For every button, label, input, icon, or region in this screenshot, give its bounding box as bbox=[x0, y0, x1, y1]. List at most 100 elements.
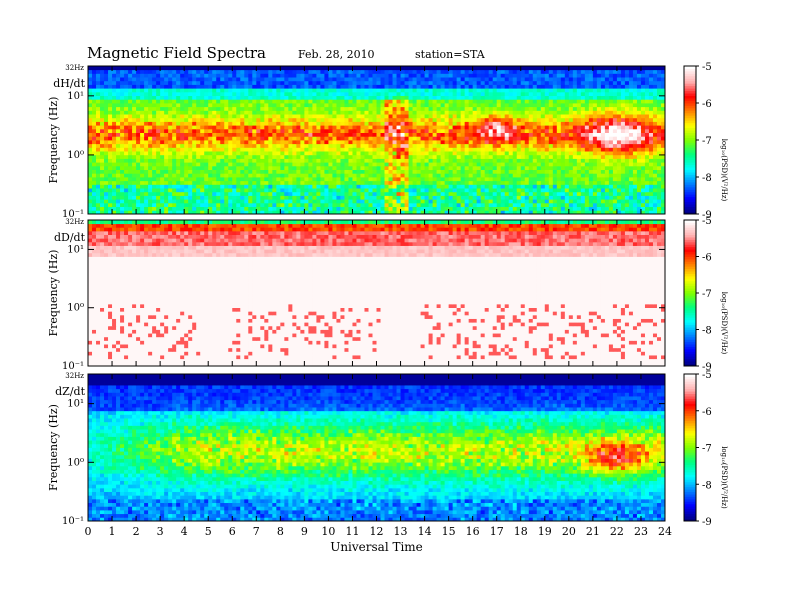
heatmap-cell bbox=[620, 91, 626, 96]
heatmap-cell bbox=[448, 154, 454, 159]
heatmap-cell bbox=[232, 184, 237, 189]
heatmap-cell bbox=[640, 151, 646, 156]
heatmap-cell bbox=[212, 117, 217, 122]
heatmap-cell bbox=[100, 128, 105, 133]
heatmap-cell bbox=[268, 169, 273, 174]
heatmap-cell bbox=[156, 140, 161, 145]
heatmap-cell bbox=[88, 158, 93, 163]
heatmap-cell bbox=[388, 184, 393, 189]
heatmap-cell bbox=[164, 136, 169, 141]
heatmap-cell bbox=[576, 117, 582, 122]
heatmap-cell bbox=[116, 180, 121, 185]
heatmap-cell bbox=[180, 195, 185, 200]
heatmap-cell bbox=[108, 169, 113, 174]
heatmap-cell bbox=[132, 88, 137, 93]
heatmap-cell bbox=[96, 169, 101, 174]
heatmap-cell bbox=[656, 140, 662, 145]
heatmap-cell bbox=[180, 103, 185, 108]
heatmap-cell bbox=[380, 84, 385, 89]
heatmap-cell bbox=[248, 206, 253, 211]
heatmap-cell bbox=[316, 121, 321, 126]
heatmap-cell bbox=[388, 162, 393, 167]
heatmap-cell bbox=[128, 195, 133, 200]
heatmap-cell bbox=[600, 210, 606, 215]
heatmap-cell bbox=[300, 91, 305, 96]
heatmap-cell bbox=[320, 206, 325, 211]
heatmap-cell bbox=[580, 199, 586, 204]
heatmap-cell bbox=[196, 140, 201, 145]
heatmap-cell bbox=[212, 158, 217, 163]
heatmap-cell bbox=[360, 169, 365, 174]
heatmap-cell bbox=[660, 177, 666, 182]
heatmap-cell bbox=[204, 132, 209, 137]
heatmap-cell bbox=[656, 151, 662, 156]
heatmap-cell bbox=[328, 177, 333, 182]
heatmap-cell bbox=[312, 103, 317, 108]
heatmap-cell bbox=[88, 91, 93, 96]
heatmap-cell bbox=[188, 95, 193, 100]
heatmap-cell bbox=[576, 125, 582, 130]
heatmap-cell bbox=[368, 121, 373, 126]
heatmap-cell bbox=[120, 188, 125, 193]
heatmap-cell bbox=[592, 128, 598, 133]
heatmap-cell bbox=[544, 88, 550, 93]
heatmap-cell bbox=[308, 206, 313, 211]
heatmap-cell bbox=[352, 91, 357, 96]
heatmap-cell bbox=[148, 147, 153, 152]
heatmap-cell bbox=[492, 191, 498, 196]
heatmap-cell bbox=[176, 140, 181, 145]
heatmap-cell bbox=[660, 88, 666, 93]
heatmap-cell bbox=[332, 180, 337, 185]
heatmap-cell bbox=[488, 117, 494, 122]
heatmap-cell bbox=[404, 110, 409, 115]
heatmap-cell bbox=[132, 125, 137, 130]
heatmap-cell bbox=[656, 132, 662, 137]
heatmap-cell bbox=[480, 95, 486, 100]
heatmap-cell bbox=[660, 140, 666, 145]
heatmap-cell bbox=[160, 154, 165, 159]
heatmap-cell bbox=[248, 91, 253, 96]
heatmap-cell bbox=[308, 117, 313, 122]
heatmap-cell bbox=[284, 210, 289, 215]
heatmap-cell bbox=[248, 173, 253, 178]
heatmap-cell bbox=[300, 136, 305, 141]
heatmap-cell bbox=[176, 210, 181, 215]
heatmap-cell bbox=[620, 162, 626, 167]
heatmap-cell bbox=[516, 147, 522, 152]
heatmap-cell bbox=[172, 180, 177, 185]
heatmap-cell bbox=[624, 95, 630, 100]
heatmap-cell bbox=[432, 117, 438, 122]
heatmap-cell bbox=[416, 136, 421, 141]
heatmap-cell bbox=[372, 128, 377, 133]
heatmap-cell bbox=[476, 84, 482, 89]
heatmap-cell bbox=[636, 162, 642, 167]
heatmap-cell bbox=[392, 117, 397, 122]
heatmap-cell bbox=[96, 110, 101, 115]
heatmap-cell bbox=[536, 162, 542, 167]
heatmap-cell bbox=[532, 210, 538, 215]
heatmap-cell bbox=[144, 121, 149, 126]
heatmap-cell bbox=[412, 147, 417, 152]
heatmap-cell bbox=[328, 202, 333, 207]
heatmap-cell bbox=[380, 195, 385, 200]
heatmap-cell bbox=[144, 147, 149, 152]
heatmap-cell bbox=[336, 184, 341, 189]
heatmap-cell bbox=[304, 132, 309, 137]
heatmap-cell bbox=[168, 162, 173, 167]
heatmap-cell bbox=[568, 114, 574, 119]
heatmap-cell bbox=[232, 84, 237, 89]
heatmap-cell bbox=[224, 106, 229, 111]
heatmap-cell bbox=[188, 188, 193, 193]
heatmap-cell bbox=[524, 147, 530, 152]
heatmap-cell bbox=[148, 84, 153, 89]
heatmap-cell bbox=[116, 91, 121, 96]
heatmap-cell bbox=[608, 121, 614, 126]
heatmap-cell bbox=[288, 206, 293, 211]
heatmap-cell bbox=[204, 117, 209, 122]
heatmap-cell bbox=[316, 165, 321, 170]
heatmap-cell bbox=[408, 128, 413, 133]
heatmap-cell bbox=[148, 180, 153, 185]
heatmap-cell bbox=[228, 210, 233, 215]
heatmap-cell bbox=[460, 125, 466, 130]
heatmap-cell bbox=[656, 103, 662, 108]
